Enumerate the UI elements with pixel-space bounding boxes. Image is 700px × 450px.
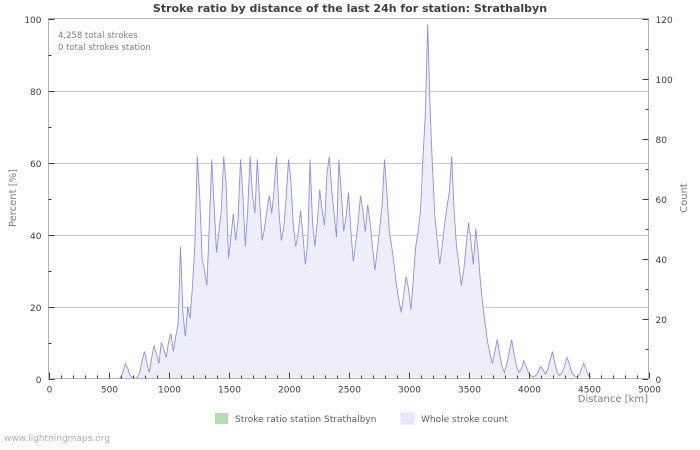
legend-label-station-ratio: Stroke ratio station Strathalbyn [235, 415, 376, 425]
svg-text:80: 80 [656, 136, 668, 146]
legend-label-whole-count: Whole stroke count [421, 415, 508, 425]
stroke-count-line [48, 24, 592, 379]
svg-text:20: 20 [30, 304, 42, 314]
y-axis-right-label: Count [679, 183, 690, 213]
svg-text:1500: 1500 [218, 386, 241, 396]
legend-swatch-station-ratio [215, 413, 228, 424]
chart-title: Stroke ratio by distance of the last 24h… [152, 2, 548, 15]
stroke-count-area [48, 24, 591, 379]
annotation-station-strokes: 0 total strokes station [58, 43, 151, 53]
svg-text:5000: 5000 [638, 386, 661, 396]
svg-text:3500: 3500 [458, 386, 481, 396]
x-axis-label: Distance [km] [578, 394, 648, 405]
svg-text:80: 80 [30, 88, 42, 98]
svg-text:60: 60 [30, 160, 42, 170]
svg-text:2000: 2000 [278, 386, 301, 396]
svg-text:4000: 4000 [518, 386, 541, 396]
svg-text:2500: 2500 [338, 386, 361, 396]
y-axis-left-label: Percent [%] [8, 169, 19, 227]
svg-text:4500: 4500 [578, 386, 601, 396]
axis-ticks [48, 19, 650, 380]
svg-text:40: 40 [30, 232, 42, 242]
svg-text:3000: 3000 [398, 386, 421, 396]
svg-text:60: 60 [656, 196, 668, 206]
site-footer: www.lightningmaps.org [4, 434, 110, 444]
svg-text:120: 120 [656, 16, 673, 26]
legend-swatch-whole-count [400, 412, 415, 425]
svg-text:100: 100 [24, 16, 41, 26]
svg-text:100: 100 [656, 76, 673, 86]
svg-text:500: 500 [101, 386, 118, 396]
axis-tick-labels: 0 500 1000 1500 2000 2500 3000 3500 4000 4500 5000… [24, 16, 673, 396]
svg-text:0: 0 [47, 386, 53, 396]
svg-text:20: 20 [656, 316, 668, 326]
svg-text:0: 0 [36, 376, 42, 386]
svg-text:0: 0 [656, 376, 662, 386]
annotation-total-strokes: 4,258 total strokes [58, 31, 138, 41]
plot-frame [48, 18, 649, 379]
svg-text:1000: 1000 [158, 386, 181, 396]
svg-text:40: 40 [656, 256, 668, 266]
